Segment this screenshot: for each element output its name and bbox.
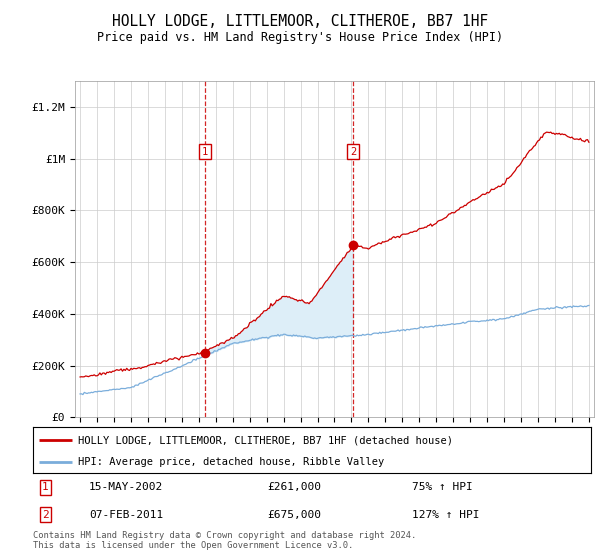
Text: HOLLY LODGE, LITTLEMOOR, CLITHEROE, BB7 1HF (detached house): HOLLY LODGE, LITTLEMOOR, CLITHEROE, BB7 … [77,435,452,445]
Text: 2: 2 [42,510,49,520]
Text: Contains HM Land Registry data © Crown copyright and database right 2024.
This d: Contains HM Land Registry data © Crown c… [33,531,416,550]
Text: £675,000: £675,000 [268,510,322,520]
Text: HOLLY LODGE, LITTLEMOOR, CLITHEROE, BB7 1HF: HOLLY LODGE, LITTLEMOOR, CLITHEROE, BB7 … [112,14,488,29]
Text: 1: 1 [42,482,49,492]
Text: 1: 1 [202,147,208,157]
Text: 75% ↑ HPI: 75% ↑ HPI [412,482,473,492]
Text: 07-FEB-2011: 07-FEB-2011 [89,510,163,520]
Text: 127% ↑ HPI: 127% ↑ HPI [412,510,480,520]
Text: £261,000: £261,000 [268,482,322,492]
Text: 15-MAY-2002: 15-MAY-2002 [89,482,163,492]
Text: 2: 2 [350,147,356,157]
Text: HPI: Average price, detached house, Ribble Valley: HPI: Average price, detached house, Ribb… [77,457,384,466]
Text: Price paid vs. HM Land Registry's House Price Index (HPI): Price paid vs. HM Land Registry's House … [97,31,503,44]
